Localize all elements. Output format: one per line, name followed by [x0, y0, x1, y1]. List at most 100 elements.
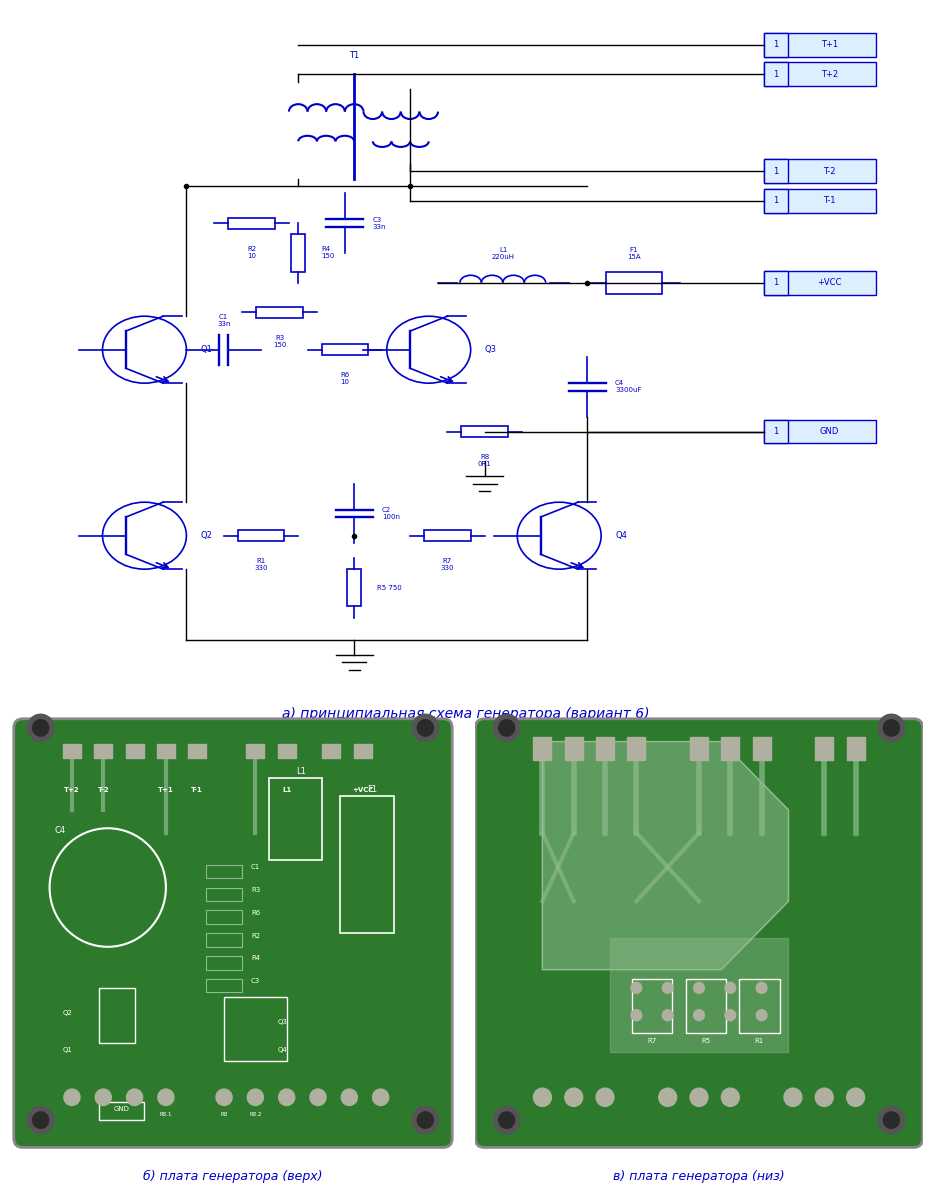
Text: R3: R3	[251, 887, 260, 893]
Bar	[739, 979, 779, 1033]
Text: T+1: T+1	[821, 40, 838, 49]
FancyBboxPatch shape	[764, 420, 876, 444]
Bar	[256, 307, 303, 318]
Bar	[816, 737, 833, 760]
FancyBboxPatch shape	[764, 188, 788, 212]
Bar	[610, 937, 788, 1051]
Text: Q4: Q4	[615, 532, 627, 540]
Bar	[721, 737, 739, 760]
Circle shape	[27, 1106, 54, 1134]
Text: R1
330: R1 330	[254, 558, 267, 571]
Text: F1: F1	[367, 785, 377, 793]
FancyBboxPatch shape	[475, 719, 923, 1147]
FancyBboxPatch shape	[14, 719, 452, 1147]
Bar	[126, 744, 144, 757]
Text: Q3: Q3	[485, 346, 497, 354]
Circle shape	[631, 1009, 642, 1021]
Text: 1: 1	[773, 427, 778, 436]
Text: F1
15A: F1 15A	[627, 247, 640, 260]
Circle shape	[884, 720, 899, 736]
Text: C3
33n: C3 33n	[373, 217, 386, 229]
FancyBboxPatch shape	[764, 271, 876, 295]
Bar	[206, 911, 242, 924]
Text: R3
150: R3 150	[273, 335, 286, 348]
Text: Q1: Q1	[200, 346, 212, 354]
FancyBboxPatch shape	[764, 62, 876, 86]
Text: Q3: Q3	[278, 1019, 288, 1025]
Circle shape	[418, 1112, 433, 1128]
Bar	[268, 778, 322, 860]
Text: R4
150: R4 150	[322, 246, 335, 259]
Text: L1: L1	[295, 767, 306, 775]
Circle shape	[95, 1090, 111, 1105]
Circle shape	[878, 714, 905, 742]
Text: C2
100n: C2 100n	[382, 506, 400, 520]
Text: +VCC: +VCC	[817, 278, 842, 287]
Text: R8: R8	[221, 1111, 227, 1116]
Bar	[753, 737, 771, 760]
Bar	[206, 888, 242, 901]
Text: C1
33n: C1 33n	[217, 314, 230, 328]
Text: R2
10: R2 10	[247, 246, 256, 258]
Bar	[632, 979, 672, 1033]
Text: T-1: T-1	[191, 787, 203, 793]
Bar	[596, 737, 614, 760]
Text: T-1: T-1	[823, 197, 836, 205]
FancyBboxPatch shape	[764, 32, 788, 56]
Circle shape	[756, 1009, 767, 1021]
Circle shape	[64, 1090, 80, 1105]
Text: R6
10: R6 10	[340, 372, 350, 385]
Bar	[690, 737, 708, 760]
Bar	[846, 737, 865, 760]
Bar	[228, 217, 275, 229]
Text: T+1: T+1	[158, 787, 173, 793]
FancyBboxPatch shape	[764, 160, 876, 184]
Bar	[347, 569, 362, 606]
Text: R5: R5	[701, 1038, 710, 1044]
Circle shape	[721, 1088, 739, 1106]
Bar	[354, 744, 372, 757]
Text: Q1: Q1	[63, 1046, 73, 1052]
Circle shape	[493, 1106, 520, 1134]
Text: R1: R1	[755, 1038, 764, 1044]
Text: R6: R6	[251, 910, 260, 916]
Bar	[278, 744, 295, 757]
Bar	[206, 979, 242, 992]
Circle shape	[725, 1009, 735, 1021]
Circle shape	[725, 983, 735, 994]
Circle shape	[412, 1106, 439, 1134]
Circle shape	[412, 714, 439, 742]
Text: R8.1: R8.1	[159, 1111, 172, 1116]
Text: 1: 1	[773, 40, 778, 49]
FancyBboxPatch shape	[764, 32, 876, 56]
Text: б) плата генератора (верх): б) плата генератора (верх)	[144, 1170, 322, 1183]
Circle shape	[846, 1088, 865, 1106]
Bar	[63, 744, 81, 757]
Bar	[686, 979, 726, 1033]
Text: Q2: Q2	[200, 532, 212, 540]
Circle shape	[127, 1090, 143, 1105]
Circle shape	[596, 1088, 614, 1106]
Bar	[627, 737, 645, 760]
Polygon shape	[542, 742, 788, 970]
Text: а) принципиальная схема генератора (вариант 6): а) принципиальная схема генератора (вари…	[282, 707, 650, 721]
Text: GND: GND	[820, 427, 839, 436]
Bar	[206, 934, 242, 947]
Circle shape	[533, 1088, 552, 1106]
Bar	[99, 988, 134, 1043]
Circle shape	[493, 714, 520, 742]
Circle shape	[499, 720, 514, 736]
Circle shape	[756, 983, 767, 994]
Text: C1: C1	[251, 864, 260, 870]
Bar	[94, 744, 112, 757]
Text: C4: C4	[54, 826, 65, 835]
Text: Q2: Q2	[63, 1010, 73, 1016]
Text: R4: R4	[251, 955, 260, 961]
Circle shape	[33, 720, 48, 736]
Bar	[606, 271, 662, 294]
Text: T-2: T-2	[98, 787, 109, 793]
Bar	[246, 744, 265, 757]
Text: 1: 1	[773, 70, 778, 79]
Text: R8.2: R8.2	[249, 1111, 262, 1116]
Bar	[224, 997, 287, 1061]
